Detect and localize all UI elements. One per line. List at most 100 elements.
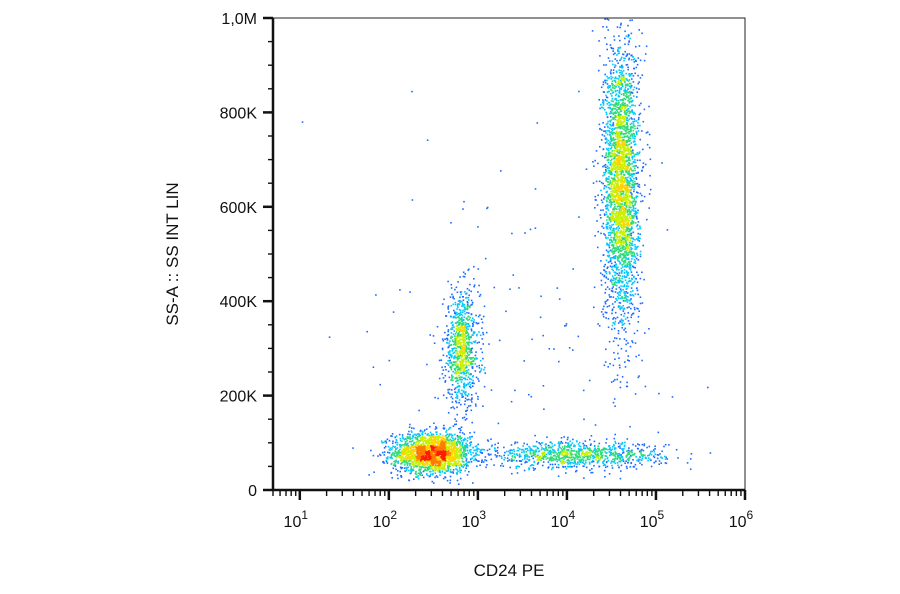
event-dot [447,412,450,414]
event-dot [632,294,634,296]
event-dot [409,460,411,462]
event-dot [442,369,445,371]
event-dot [619,181,622,183]
event-dot [632,160,635,163]
event-dot [452,437,454,440]
event-dot [660,462,662,464]
event-dot [562,450,565,453]
event-dot [513,448,515,451]
event-dot [567,444,569,447]
event-dot [438,451,441,454]
event-dot [633,276,635,279]
event-dot [387,451,389,454]
event-dot [635,87,638,90]
event-dot [613,458,616,460]
event-dot [621,71,624,73]
event-dot [601,456,603,458]
event-dot [471,317,474,319]
event-dot [408,451,410,454]
event-dot [621,144,624,146]
event-dot [455,322,458,325]
event-dot [600,217,602,219]
event-dot [431,449,433,451]
event-dot [447,389,449,391]
event-dot [467,464,469,467]
event-dot [454,311,456,313]
event-dot [626,467,628,470]
event-dot [618,76,621,78]
event-dot [394,464,397,467]
event-dot [525,460,527,463]
event-dot [631,220,633,222]
event-dot [461,417,464,419]
event-dot [449,482,451,484]
event-dot [619,457,622,460]
event-dot [395,455,398,458]
event-dot [608,152,610,154]
event-dot [588,455,590,458]
event-dot [627,184,630,186]
event-dot [481,461,483,463]
event-dot [436,433,438,435]
event-dot [602,83,605,86]
event-dot [586,451,588,453]
event-dot [411,444,414,446]
event-dot [455,328,457,330]
event-dot [509,449,511,452]
event-dot [460,381,463,383]
event-dot [619,454,621,457]
event-dot [421,443,424,445]
event-dot [453,460,456,463]
event-dot [445,443,447,445]
event-dot [458,448,461,450]
event-dot [624,441,626,444]
event-dot [428,451,430,453]
event-dot [709,452,712,454]
event-dot [422,470,425,473]
event-dot [612,296,615,298]
event-dot [465,332,467,335]
event-dot [520,449,523,451]
event-dot [608,296,611,298]
event-dot [498,455,501,457]
event-dot [419,445,422,448]
event-dot [481,327,483,329]
event-dot [602,99,604,101]
event-dot [549,463,552,466]
event-dot [419,473,421,475]
event-dot [400,456,402,458]
event-dot [606,226,609,228]
event-dot [580,458,583,461]
event-dot [445,445,448,447]
event-dot [616,119,618,121]
event-dot [450,463,452,465]
event-dot [618,222,620,225]
event-dot [451,444,453,447]
event-dot [598,40,600,42]
event-dot [416,444,419,446]
event-dot [429,431,432,434]
event-dot [632,443,634,446]
event-dot [472,360,475,363]
event-dot [468,373,471,376]
event-dot [459,326,461,329]
event-dot [456,456,459,458]
event-dot [473,265,475,268]
event-dot [472,379,474,382]
event-dot [457,382,459,385]
event-dot [628,241,631,244]
event-dot [524,461,526,464]
event-dot [460,372,463,375]
event-dot [623,94,625,96]
event-dot [650,453,653,456]
event-dot [625,176,627,179]
event-dot [416,460,418,463]
event-dot [400,445,403,447]
event-dot [501,457,503,459]
event-dot [596,220,598,222]
event-dot [404,458,406,460]
event-dot [414,445,417,447]
event-dot [460,403,462,406]
event-dot [543,448,545,450]
event-dot [404,437,407,440]
